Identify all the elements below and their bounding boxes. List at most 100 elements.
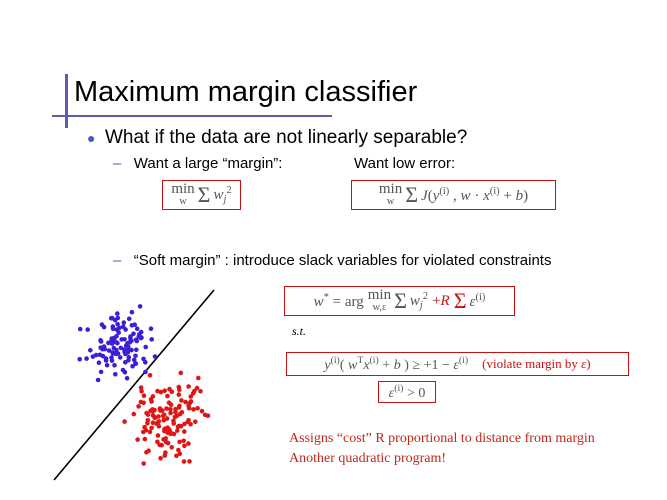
class-b-point	[171, 431, 177, 437]
program-note: Another quadratic program!	[289, 451, 447, 466]
class-b-point	[195, 406, 200, 411]
sub-bullet-soft-margin: – “Soft margin” : introduce slack variab…	[113, 252, 551, 270]
class-b-point	[136, 404, 141, 409]
class-a-point	[122, 337, 127, 342]
class-a-point	[114, 327, 120, 332]
class-b-point	[155, 433, 161, 438]
class-b-point	[168, 410, 173, 416]
class-a-point	[110, 326, 116, 331]
separating-line	[53, 289, 215, 481]
class-a-point	[149, 337, 154, 342]
class-b-point	[175, 424, 181, 430]
class-b-point	[142, 424, 147, 430]
class-a-point	[141, 356, 146, 362]
want-margin-label: Want a large “margin”:	[133, 155, 283, 172]
class-a-points	[77, 304, 158, 383]
class-a-point	[126, 357, 131, 363]
class-a-point	[101, 324, 107, 330]
class-a-point	[148, 326, 154, 331]
class-a-point	[126, 316, 132, 322]
class-b-point	[167, 386, 172, 392]
class-b-point	[176, 447, 181, 453]
class-b-point	[131, 411, 137, 417]
class-a-point	[128, 334, 133, 339]
class-a-point	[112, 363, 117, 368]
scatter-plot	[53, 289, 215, 481]
class-b-point	[149, 399, 154, 404]
class-b-point	[188, 394, 194, 399]
class-a-point	[114, 351, 119, 357]
class-b-point	[150, 420, 156, 425]
class-b-point	[177, 403, 182, 409]
slide-title: Maximum margin classifier	[74, 76, 418, 108]
class-a-point	[115, 311, 120, 316]
class-b-point	[139, 389, 144, 394]
class-a-point	[96, 360, 102, 365]
class-a-point	[109, 358, 115, 363]
class-b-point	[175, 428, 180, 433]
class-b-point	[182, 421, 187, 427]
class-b-point	[155, 388, 160, 394]
slack-constraint: ε(i) > 0	[378, 381, 436, 403]
class-a-point	[115, 315, 121, 321]
class-b-point	[155, 439, 160, 445]
class-b-point	[157, 406, 163, 411]
class-a-point	[84, 356, 89, 361]
class-a-point	[98, 345, 103, 350]
class-a-point	[77, 326, 83, 332]
class-b-point	[182, 429, 187, 434]
cost-note: Assigns “cost” R proportional to distanc…	[289, 431, 595, 446]
sub-bullet-dash: –	[113, 155, 122, 172]
class-a-point	[98, 339, 104, 344]
class-b-point	[205, 413, 211, 418]
class-b-point	[199, 408, 205, 414]
class-b-point	[147, 373, 153, 378]
class-a-point	[134, 338, 140, 344]
class-a-point	[118, 345, 124, 351]
class-b-point	[141, 429, 146, 435]
class-b-point	[150, 394, 156, 399]
class-a-point	[115, 321, 120, 327]
class-b-point	[183, 399, 188, 405]
class-a-point	[104, 362, 110, 368]
class-b-point	[194, 385, 200, 391]
class-a-point	[93, 352, 99, 358]
class-b-point	[174, 453, 179, 459]
class-b-point	[149, 425, 154, 431]
class-a-point	[152, 354, 158, 359]
class-b-point	[177, 451, 183, 456]
soft-margin-objective: w* = arg min w,ε Σ wj2 +R Σ ε(i)	[284, 286, 515, 316]
sub-bullet-dash-2: –	[113, 252, 122, 269]
class-b-point	[146, 448, 151, 453]
class-a-point	[129, 309, 135, 315]
class-b-point	[165, 393, 170, 399]
class-a-point	[124, 376, 130, 381]
class-a-point	[106, 348, 112, 353]
class-b-point	[177, 387, 182, 392]
title-underline	[52, 115, 332, 117]
class-b-point	[171, 421, 176, 426]
class-b-point	[147, 429, 153, 435]
class-a-point	[77, 356, 82, 362]
class-b-point	[192, 388, 197, 394]
class-b-point	[144, 410, 149, 416]
class-a-point	[129, 323, 135, 328]
class-a-point	[134, 347, 139, 353]
class-b-point	[156, 414, 161, 419]
class-a-point	[97, 352, 103, 358]
class-b-point	[162, 453, 168, 458]
class-b-point	[173, 409, 178, 415]
class-b-point	[186, 441, 191, 446]
class-a-point	[110, 350, 115, 355]
title-accent-bar	[65, 74, 68, 128]
class-a-point	[139, 335, 144, 340]
class-b-point	[168, 407, 173, 412]
class-a-point	[131, 357, 137, 363]
class-a-point	[117, 355, 123, 360]
class-b-point	[164, 406, 169, 411]
class-b-point	[186, 384, 191, 389]
class-a-point	[103, 358, 109, 363]
class-b-point	[178, 370, 184, 376]
class-a-point	[133, 353, 138, 359]
class-b-point	[160, 413, 166, 419]
